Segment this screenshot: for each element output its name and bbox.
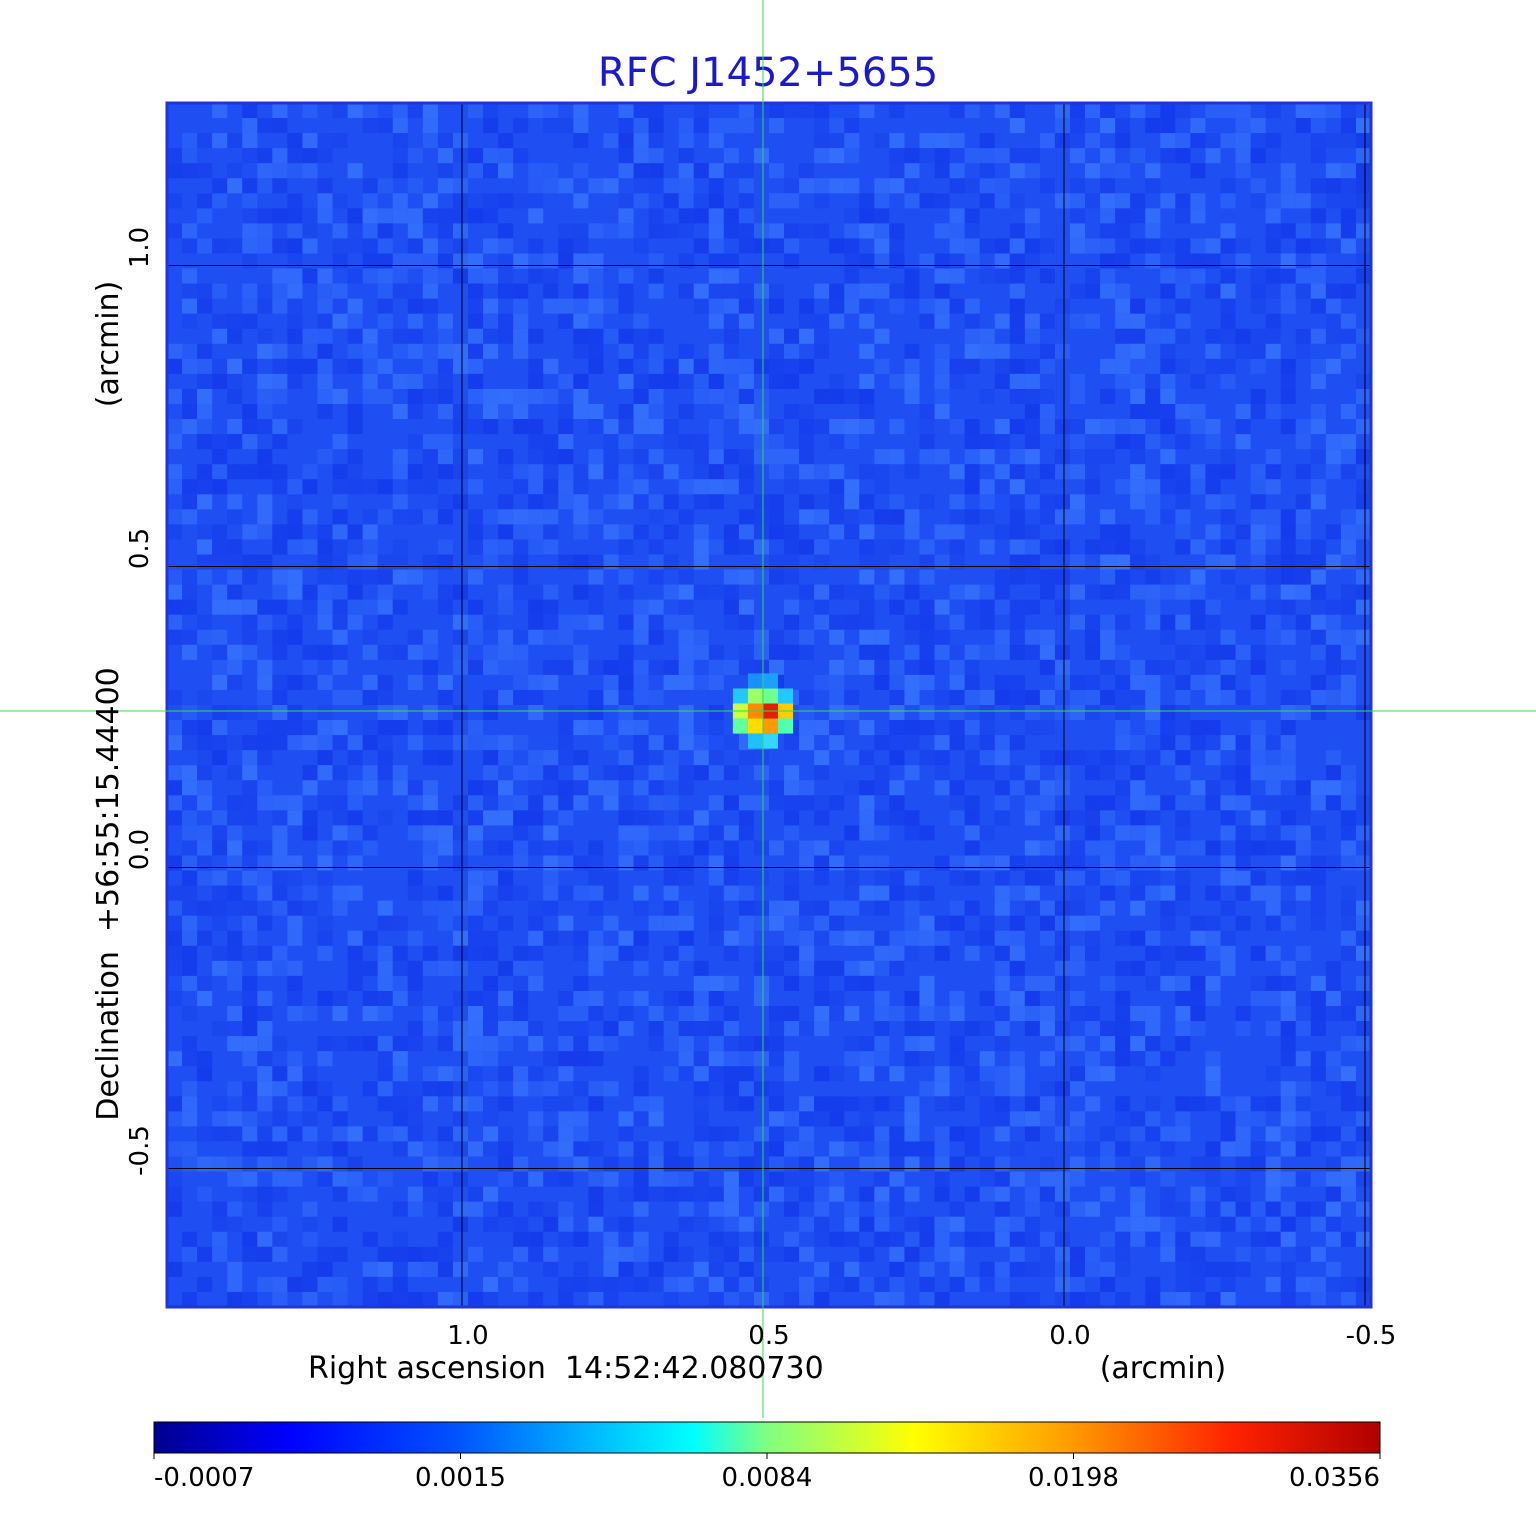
plot-frame [165, 101, 1373, 1309]
colorbar-tick-label-1: 0.0015 [415, 1463, 506, 1493]
grid-lines [167, 103, 1371, 1307]
source-pixel-9 [747, 718, 763, 734]
colorbar [153, 1421, 1381, 1454]
x-axis-unit: (arcmin) [1100, 1351, 1227, 1386]
source-pixel-8 [732, 718, 748, 734]
source-pixel-1 [747, 688, 763, 704]
source-pixel-14 [747, 673, 763, 689]
y-tick-label-3: 1.0 [125, 227, 155, 268]
colorbar-tick-label-2: 0.0084 [722, 1463, 813, 1493]
x-tick-label-3: -0.5 [1346, 1321, 1397, 1351]
y-axis-ticks: -0.5 0.0 0.5 1.0 [125, 227, 155, 1176]
crosshair [0, 0, 1536, 1418]
y-tick-label-2: 0.5 [125, 528, 155, 569]
source-pixel-12 [747, 733, 763, 749]
source-pixel-0 [732, 688, 748, 704]
source-pixel-11 [778, 718, 794, 734]
x-tick-label-0: 1.0 [447, 1321, 488, 1351]
y-tick-label-1: 0.0 [125, 829, 155, 870]
image-field [167, 103, 1371, 1307]
source-pixel-15 [762, 673, 779, 689]
colorbar-tick-label-3: 0.0198 [1028, 1463, 1119, 1493]
x-axis-label: Right ascension 14:52:42.080730 [308, 1351, 824, 1386]
x-axis-ticks: 1.0 0.5 0.0 -0.5 [447, 1321, 1396, 1351]
colorbar-tick-label-0: -0.0007 [154, 1463, 254, 1493]
x-tick-label-1: 0.5 [748, 1321, 789, 1351]
y-axis-label: Declination +56:55:15.44400 [91, 667, 126, 1121]
source-pixel-10 [762, 718, 779, 734]
chart-title: RFC J1452+5655 [598, 50, 938, 96]
source-pixel-13 [762, 733, 779, 749]
y-tick-label-0: -0.5 [125, 1125, 155, 1176]
colorbar-ticks: -0.0007 0.0015 0.0084 0.0198 0.0356 [153, 1453, 1381, 1493]
colorbar-tick-label-4: 0.0356 [1289, 1463, 1380, 1493]
y-axis-unit: (arcmin) [91, 281, 126, 408]
x-tick-label-2: 0.0 [1049, 1321, 1090, 1351]
source-pixel-3 [778, 688, 794, 704]
source-pixel-2 [762, 688, 779, 704]
